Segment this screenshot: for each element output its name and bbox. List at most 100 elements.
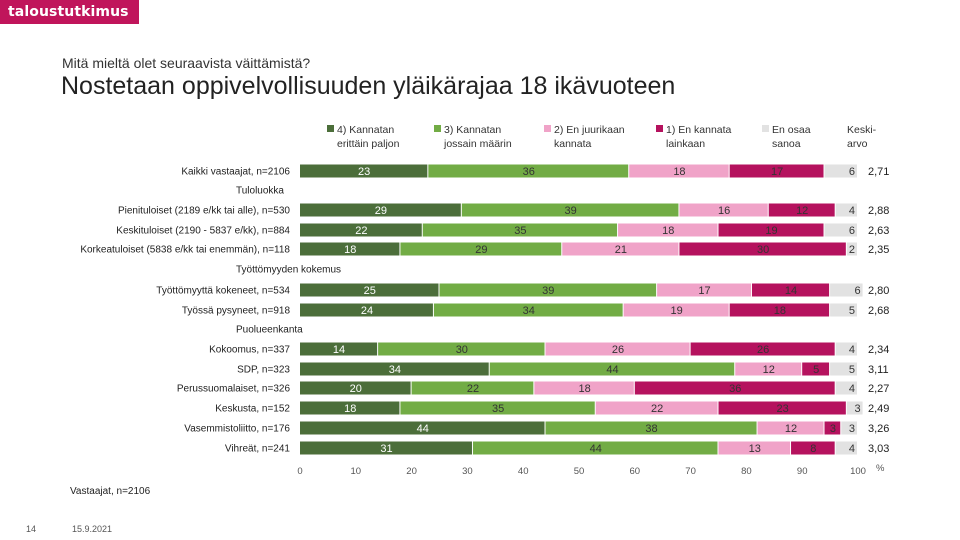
bar-segment: [824, 164, 857, 178]
legend-swatch: [434, 125, 441, 132]
mean-value: 3,03: [868, 443, 889, 455]
bar-segment: [846, 401, 863, 415]
bar-segment: [300, 223, 422, 237]
legend-swatch: [656, 125, 663, 132]
legend-swatch: [544, 125, 551, 132]
legend-label: kannata: [554, 138, 592, 150]
group-label: Työttömyyden kokemus: [236, 265, 341, 276]
row-label: Vasemmistoliitto, n=176: [184, 424, 290, 435]
bar-segment: [690, 342, 835, 356]
row-label: Pienituloiset (2189 e/kk tai alle), n=53…: [118, 206, 290, 217]
bar-value-label: 14: [785, 285, 797, 297]
x-tick-label: 0: [297, 466, 302, 477]
legend-label: lainkaan: [666, 138, 705, 150]
group-label: Tuloluokka: [236, 186, 284, 197]
bar-value-label: 5: [813, 364, 819, 376]
mean-header: Keski-: [847, 124, 877, 136]
mean-header: arvo: [847, 138, 868, 150]
mean-value: 3,11: [868, 364, 889, 376]
row-label: Keskusta, n=152: [215, 404, 290, 415]
x-tick-label: 40: [518, 466, 529, 477]
bar-segment: [835, 342, 857, 356]
bar-value-label: 17: [771, 166, 783, 178]
bar-value-label: 8: [810, 443, 816, 455]
bar-segment: [472, 441, 718, 455]
bar-value-label: 23: [777, 403, 789, 415]
bar-segment: [300, 164, 428, 178]
bar-segment: [300, 381, 411, 395]
bar-value-label: 34: [389, 364, 401, 376]
mean-value: 2,34: [868, 344, 889, 356]
legend-label: erittäin paljon: [337, 138, 400, 150]
bar-segment: [634, 381, 835, 395]
bar-segment: [300, 242, 400, 256]
bar-segment: [489, 362, 735, 376]
bar-segment: [534, 381, 634, 395]
mean-value: 3,26: [868, 423, 889, 435]
x-tick-label: 60: [630, 466, 641, 477]
bar-value-label: 20: [350, 383, 362, 395]
bar-value-label: 21: [615, 244, 627, 256]
bar-value-label: 44: [606, 364, 618, 376]
row-label: Kokoomus, n=337: [209, 345, 290, 356]
bar-segment: [629, 164, 729, 178]
legend-swatch: [762, 125, 769, 132]
bar-segment: [718, 223, 824, 237]
bar-value-label: 38: [645, 423, 657, 435]
x-tick-label: 10: [351, 466, 362, 477]
bar-value-label: 18: [662, 225, 674, 237]
bar-value-label: 12: [796, 205, 808, 217]
group-label: Puolueenkanta: [236, 325, 303, 336]
row-label: Korkeatuloiset (5838 e/kk tai enemmän), …: [80, 245, 290, 256]
x-tick-label: 30: [462, 466, 473, 477]
bar-segment: [300, 283, 439, 297]
page-number: 14: [26, 524, 37, 534]
report-date: 15.9.2021: [72, 524, 113, 534]
bar-segment: [824, 421, 841, 435]
brand-logo: taloustutkimus: [0, 0, 139, 24]
bar-segment: [718, 441, 791, 455]
bar-value-label: 26: [757, 344, 769, 356]
bar-segment: [835, 381, 857, 395]
bar-value-label: 6: [849, 225, 855, 237]
question-subtitle: Mitä mieltä olet seuraavista väittämistä…: [62, 55, 311, 71]
bar-value-label: 4: [849, 383, 855, 395]
bar-segment: [545, 421, 757, 435]
bar-segment: [411, 381, 534, 395]
bar-segment: [802, 362, 830, 376]
bar-value-label: 3: [854, 403, 860, 415]
bar-segment: [400, 242, 562, 256]
legend-label: En osaa: [772, 124, 811, 136]
bar-value-label: 29: [475, 244, 487, 256]
bar-segment: [562, 242, 679, 256]
bar-segment: [300, 362, 489, 376]
bar-value-label: 18: [774, 305, 786, 317]
bar-segment: [718, 401, 846, 415]
row-label: Perussuomalaiset, n=326: [177, 384, 291, 395]
bar-value-label: 35: [492, 403, 504, 415]
legend-label: 1) En kannata: [666, 124, 732, 136]
bar-segment: [461, 203, 679, 217]
bar-segment: [824, 223, 857, 237]
bar-segment: [757, 421, 824, 435]
bar-segment: [679, 242, 846, 256]
bar-value-label: 39: [565, 205, 577, 217]
mean-value: 2,88: [868, 205, 889, 217]
mean-value: 2,49: [868, 403, 889, 415]
x-tick-label: 20: [406, 466, 417, 477]
bar-value-label: 19: [671, 305, 683, 317]
page-title: Nostetaan oppivelvollisuuden yläikärajaa…: [61, 72, 676, 100]
bar-value-label: 3: [830, 423, 836, 435]
bar-value-label: 22: [467, 383, 479, 395]
bar-segment: [729, 164, 824, 178]
bar-value-label: 22: [355, 225, 367, 237]
bar-value-label: 31: [380, 443, 392, 455]
bar-value-label: 13: [749, 443, 761, 455]
bar-value-label: 19: [765, 225, 777, 237]
legend-swatch: [327, 125, 334, 132]
bar-value-label: 36: [523, 166, 535, 178]
mean-value: 2,35: [868, 244, 889, 256]
x-tick-label: 70: [685, 466, 696, 477]
bar-value-label: 35: [514, 225, 526, 237]
